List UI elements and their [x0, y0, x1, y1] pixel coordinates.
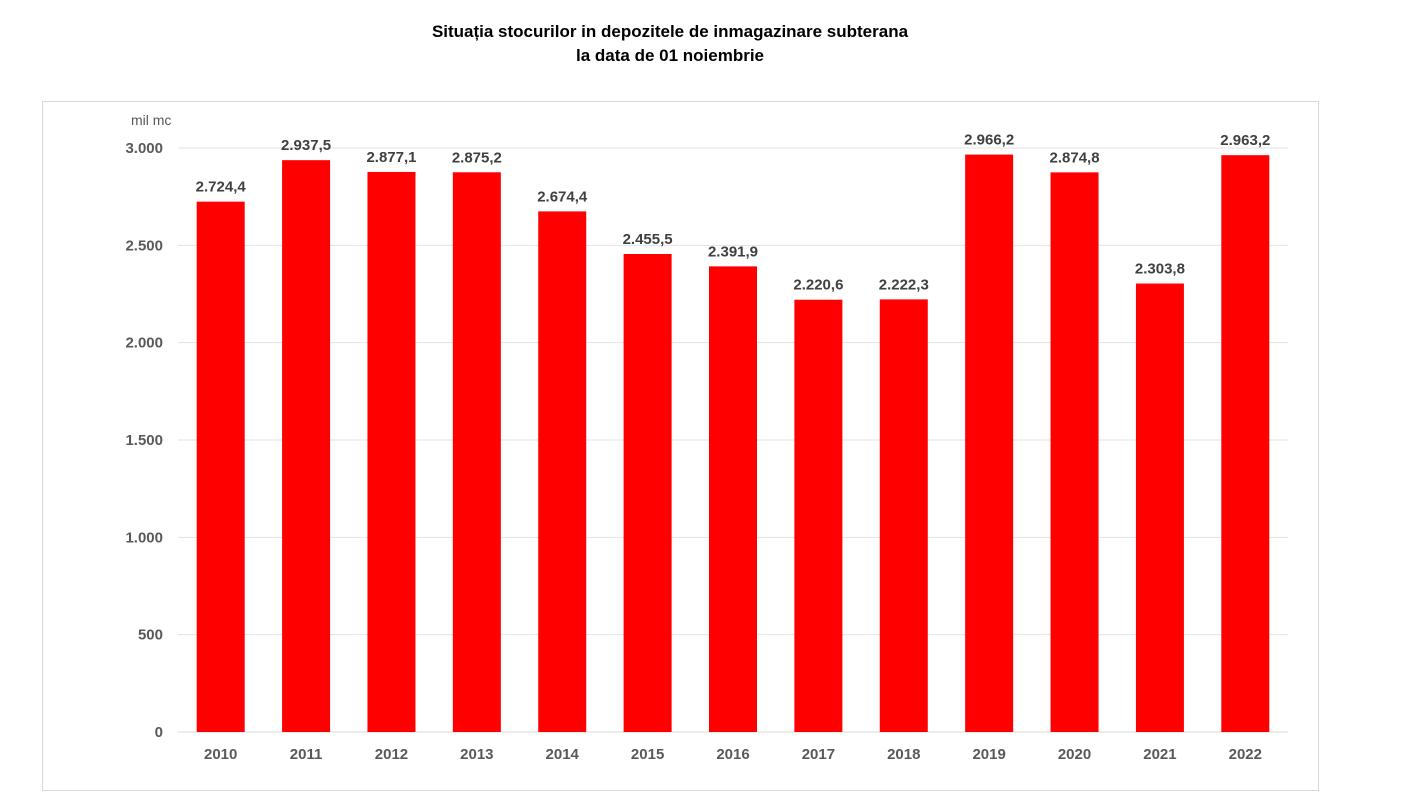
y-tick-label: 2.000: [125, 335, 163, 352]
bar-2018: [879, 299, 928, 732]
data-label-2010: 2.724,4: [196, 179, 247, 196]
data-label-2017: 2.220,6: [793, 277, 843, 294]
y-tick-label: 500: [138, 627, 163, 644]
data-label-2015: 2.455,5: [623, 231, 673, 248]
x-axis-ticks: 2010 2011 2012 2013 2014 2015 2016 2017 2018 2019…: [204, 746, 1262, 763]
y-tick-label: 2.500: [125, 237, 163, 254]
x-tick-label-2014: 2014: [546, 746, 580, 763]
y-tick-label: 1.000: [125, 529, 163, 546]
data-label-2021: 2.303,8: [1135, 261, 1185, 278]
bar-2019: [965, 154, 1014, 733]
y-tick-label: 0: [155, 724, 163, 741]
bar-2022: [1221, 155, 1270, 733]
data-label-2012: 2.877,1: [366, 149, 416, 166]
y-axis-ticks: 0 500 1.000 1.500 2.000 2.500 3.000: [125, 140, 163, 741]
bar-2015: [623, 253, 672, 732]
x-tick-label-2011: 2011: [290, 746, 323, 763]
x-tick-label-2020: 2020: [1058, 746, 1091, 763]
x-tick-label-2018: 2018: [887, 746, 920, 763]
data-label-2019: 2.966,2: [964, 132, 1014, 149]
bar-2013: [452, 172, 501, 732]
bar-2016: [709, 266, 757, 732]
x-tick-label-2013: 2013: [460, 746, 493, 763]
chart-title: Situația stocurilor in depozitele de inm…: [0, 20, 1340, 68]
bars: [196, 154, 1270, 733]
data-label-2014: 2.674,4: [537, 188, 588, 205]
data-label-2022: 2.963,2: [1220, 132, 1270, 149]
x-tick-label-2016: 2016: [716, 746, 749, 763]
bar-2010: [196, 201, 245, 732]
chart-title-line-1: Situația stocurilor in depozitele de inm…: [431, 22, 909, 41]
bar-2011: [282, 160, 331, 732]
data-label-2016: 2.391,9: [708, 243, 758, 260]
bar-2020: [1050, 172, 1099, 733]
data-label-2020: 2.874,8: [1050, 149, 1100, 166]
y-tick-label: 1.500: [125, 432, 163, 449]
y-axis-unit-label: mil mc: [131, 112, 171, 128]
data-label-2011: 2.937,5: [281, 137, 331, 154]
bar-2014: [538, 211, 587, 732]
x-tick-label-2019: 2019: [972, 746, 1005, 763]
x-tick-label-2012: 2012: [375, 746, 408, 763]
plot-frame: [42, 101, 1319, 791]
bar-2017: [794, 299, 843, 732]
x-tick-label-2021: 2021: [1143, 746, 1176, 763]
bar-2021: [1135, 283, 1184, 732]
data-labels: 2.724,4 2.937,5 2.877,1 2.875,2 2.674,4 2.455…: [196, 132, 1271, 294]
data-label-2013: 2.875,2: [452, 149, 502, 166]
bar-2012: [367, 171, 416, 732]
x-tick-label-2010: 2010: [204, 746, 237, 763]
x-tick-label-2022: 2022: [1229, 746, 1262, 763]
x-tick-label-2015: 2015: [631, 746, 664, 763]
chart-subtitle: la data de 01 noiembrie: [575, 46, 764, 65]
x-tick-label-2017: 2017: [802, 746, 835, 763]
y-tick-label: 3.000: [125, 140, 163, 157]
data-label-2018: 2.222,3: [879, 276, 929, 293]
